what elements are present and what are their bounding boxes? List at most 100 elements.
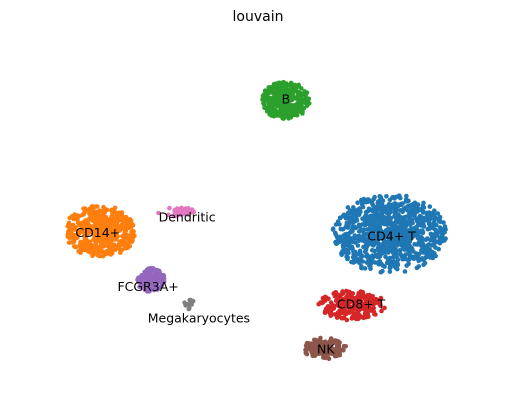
data-point xyxy=(349,228,355,233)
data-point xyxy=(327,344,332,349)
data-point xyxy=(394,204,400,209)
data-point xyxy=(326,356,332,362)
data-point xyxy=(345,309,350,315)
data-point xyxy=(440,238,445,244)
data-point xyxy=(364,311,370,317)
data-point xyxy=(362,249,368,255)
cluster-label-cd4plus-t: CD4+ T xyxy=(367,229,416,244)
data-point xyxy=(303,343,309,348)
data-point xyxy=(439,234,444,240)
data-point xyxy=(363,209,369,215)
data-point xyxy=(82,219,87,225)
data-point xyxy=(340,249,345,254)
data-point xyxy=(117,239,122,245)
data-point xyxy=(354,218,360,223)
data-point xyxy=(391,238,397,243)
data-point xyxy=(369,308,374,313)
data-point xyxy=(70,235,75,241)
data-point xyxy=(435,211,441,216)
data-point xyxy=(279,109,285,115)
cluster-cd4plus-t-points xyxy=(330,193,448,275)
data-point xyxy=(269,105,275,110)
data-point xyxy=(333,239,338,245)
data-point xyxy=(336,297,342,303)
data-point xyxy=(376,207,382,212)
data-point xyxy=(337,235,342,240)
data-point xyxy=(406,213,411,218)
data-point xyxy=(426,218,432,223)
data-point xyxy=(380,268,385,274)
data-point xyxy=(387,217,393,223)
data-point xyxy=(402,269,408,274)
data-point xyxy=(372,216,378,222)
data-point xyxy=(306,96,312,102)
data-point xyxy=(384,194,389,199)
data-point xyxy=(382,230,388,236)
data-point xyxy=(97,218,102,223)
data-point xyxy=(341,240,347,246)
data-point xyxy=(276,109,281,114)
data-point xyxy=(187,297,192,303)
data-point xyxy=(321,346,326,351)
data-point xyxy=(262,88,268,93)
data-point xyxy=(428,223,433,228)
data-point xyxy=(436,218,442,224)
data-point xyxy=(355,311,360,316)
data-point xyxy=(275,98,281,103)
data-point xyxy=(359,237,364,243)
data-point xyxy=(404,196,409,202)
data-point xyxy=(402,214,408,220)
data-point xyxy=(82,230,87,236)
data-point xyxy=(100,233,106,239)
data-point xyxy=(317,346,323,351)
data-point xyxy=(100,244,106,249)
data-point xyxy=(89,225,95,230)
data-point xyxy=(372,311,377,317)
data-point xyxy=(83,208,88,213)
data-point xyxy=(147,288,152,294)
data-point xyxy=(104,207,110,213)
data-point xyxy=(357,297,362,303)
data-point xyxy=(425,226,431,232)
data-point xyxy=(67,230,72,236)
data-point xyxy=(423,250,429,255)
data-point xyxy=(266,101,271,107)
data-point xyxy=(355,200,360,205)
data-point xyxy=(350,308,355,314)
data-point xyxy=(110,221,115,227)
data-point xyxy=(149,283,155,289)
data-point xyxy=(417,237,422,242)
data-point xyxy=(411,226,417,231)
data-point xyxy=(369,257,375,263)
data-point xyxy=(420,203,426,209)
data-point xyxy=(379,244,384,249)
data-point xyxy=(103,223,109,229)
data-point xyxy=(100,253,106,259)
data-point xyxy=(100,211,106,217)
data-point xyxy=(338,226,344,232)
cluster-label-fcgr3aplus: FCGR3A+ xyxy=(117,279,178,294)
data-point xyxy=(395,242,401,247)
data-point xyxy=(409,247,414,253)
data-point xyxy=(309,341,314,347)
data-point xyxy=(338,215,343,221)
data-point xyxy=(143,286,148,292)
data-point xyxy=(364,254,370,259)
data-point xyxy=(291,106,297,112)
data-point xyxy=(367,263,372,269)
data-point xyxy=(65,234,70,239)
data-point xyxy=(360,292,365,298)
data-point xyxy=(406,261,411,267)
data-point xyxy=(72,213,78,219)
data-point xyxy=(155,286,160,292)
cluster-label-cd14plus: CD14+ xyxy=(75,225,120,240)
data-point xyxy=(353,240,358,245)
data-point xyxy=(303,349,309,355)
data-point xyxy=(419,228,424,234)
data-point xyxy=(357,206,362,211)
data-point xyxy=(382,250,388,255)
data-point xyxy=(398,252,403,257)
data-point xyxy=(406,239,411,244)
data-point xyxy=(391,258,397,264)
data-point xyxy=(86,228,91,233)
